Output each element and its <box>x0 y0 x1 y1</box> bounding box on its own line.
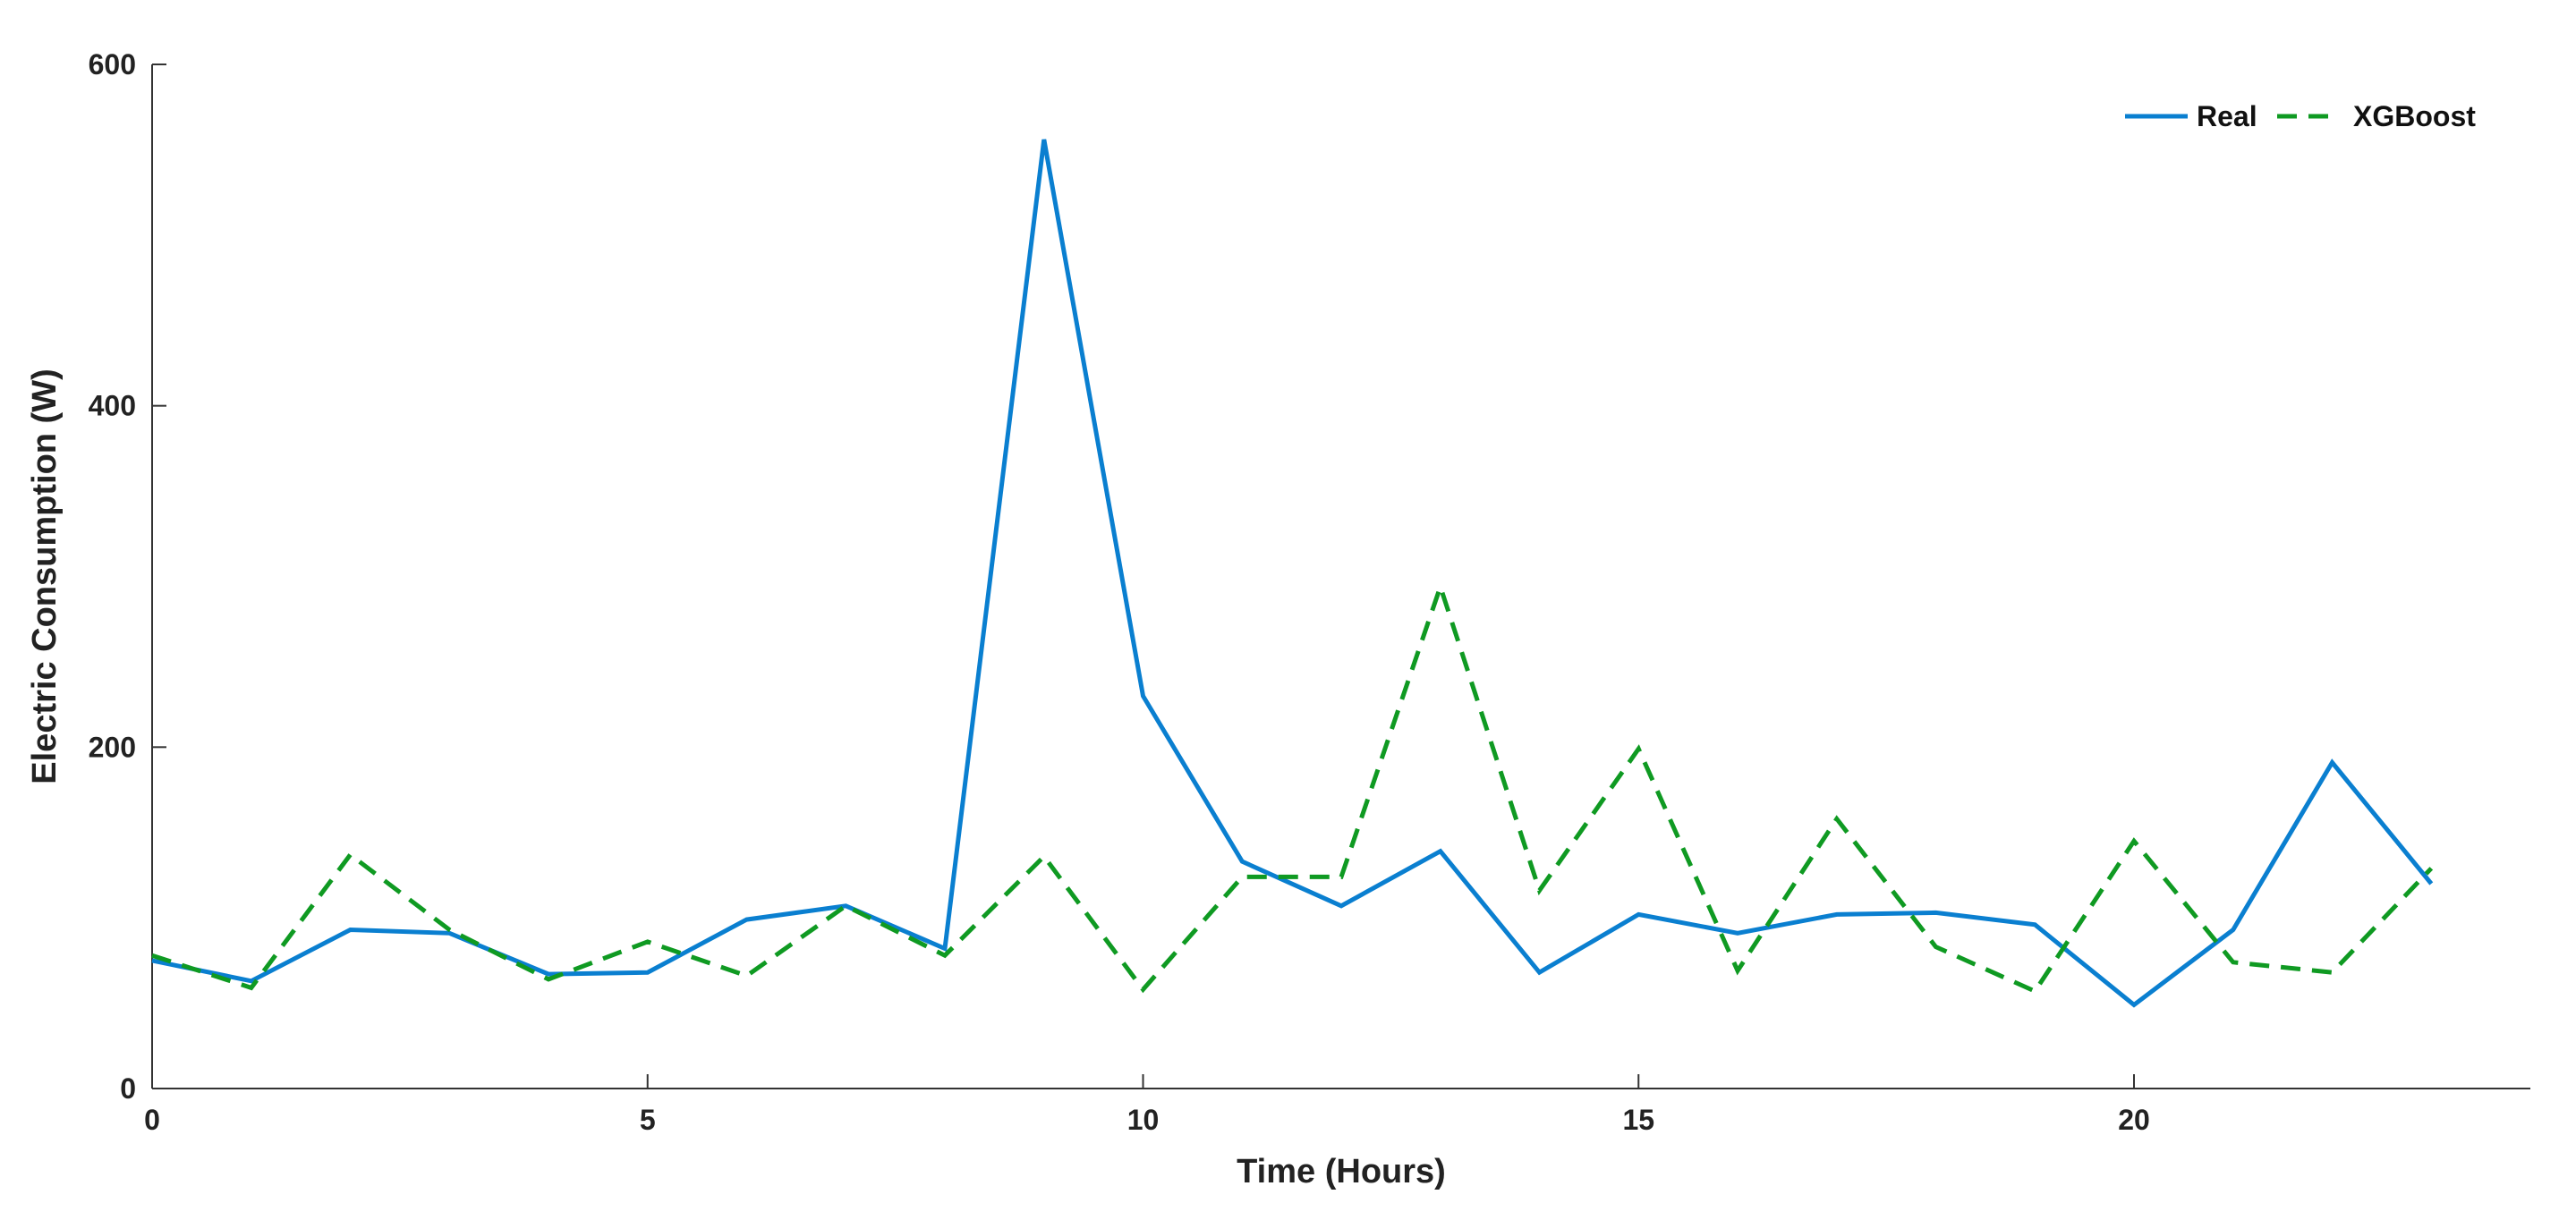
y-tick-label: 400 <box>89 390 136 422</box>
y-tick-label: 600 <box>89 48 136 80</box>
series-line-real <box>151 139 2434 1008</box>
series-line-xgboost <box>151 580 2434 995</box>
x-axis-title: Time (Hours) <box>1237 1153 1446 1190</box>
x-tick-label: 10 <box>1127 1104 1160 1136</box>
x-ticks: 0 5 10 15 20 <box>144 1074 2150 1136</box>
x-tick-label: 0 <box>144 1104 160 1136</box>
legend: Real XGBoost <box>2125 100 2476 132</box>
series-layer <box>151 139 2434 1008</box>
legend-label-real: Real <box>2197 100 2257 132</box>
x-tick-label: 20 <box>2118 1104 2150 1136</box>
axes <box>151 64 2530 1089</box>
legend-label-xgboost: XGBoost <box>2353 100 2476 132</box>
x-tick-label: 5 <box>640 1104 656 1136</box>
y-ticks: 0 200 400 600 <box>89 48 166 1105</box>
y-tick-label: 0 <box>120 1072 136 1105</box>
x-tick-label: 15 <box>1622 1104 1654 1136</box>
y-axis-title: Electric Consumption (W) <box>26 369 64 784</box>
y-tick-label: 200 <box>89 731 136 763</box>
